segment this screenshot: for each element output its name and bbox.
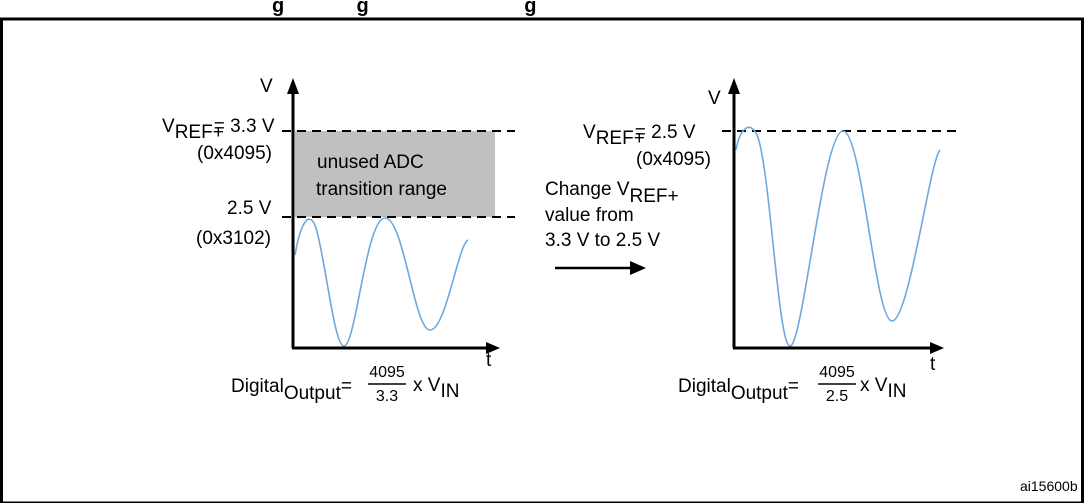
formula-denominator: 3.3	[376, 388, 398, 405]
left-chart: V t VREF+= 3.3 V (0x4095) 2.5 V (0x3102)…	[162, 76, 515, 405]
unused-range-line1: unused ADC	[317, 152, 424, 173]
left-formula: DigitalOutput= 4095 3.3 x VIN	[231, 364, 459, 405]
formula-prefix: Digital	[231, 376, 284, 397]
vref-subscript-right: REF+	[596, 128, 645, 149]
vref-subscript: REF+	[175, 122, 224, 143]
y-axis-label: V	[260, 76, 273, 97]
level-value: 2.5 V	[227, 198, 272, 219]
vref-value: = 3.3 V	[214, 116, 275, 137]
formula-equals-right: =	[788, 376, 799, 397]
note-line1-subscript: REF+	[630, 186, 679, 207]
input-waveform	[294, 217, 469, 347]
output-waveform	[735, 126, 941, 347]
x-axis-arrow	[486, 342, 500, 354]
svg-text:x VIN: x VIN	[860, 375, 906, 402]
formula-suffix-right: x V	[860, 375, 888, 396]
formula-numerator-right: 4095	[819, 364, 855, 381]
level-hex: (0x3102)	[196, 228, 271, 249]
formula-suffix-subscript-right: IN	[887, 381, 906, 402]
y-axis-arrow-right	[728, 78, 740, 94]
vref-value-right: = 2.5 V	[635, 122, 696, 143]
note-line3: 3.3 V to 2.5 V	[545, 230, 660, 251]
formula-suffix: x V	[413, 375, 441, 396]
svg-text:Change VREF+: Change VREF+	[545, 179, 679, 207]
figure-id: ai15600b	[1020, 478, 1078, 494]
formula-suffix-subscript: IN	[440, 381, 459, 402]
formula-subscript: Output	[284, 383, 342, 404]
vref-label-right: VREF+= 2.5 V	[583, 122, 696, 149]
right-formula: DigitalOutput= 4095 2.5 x VIN	[678, 364, 906, 405]
x-axis-arrow-right	[930, 342, 944, 354]
x-axis-label: t	[486, 350, 492, 371]
formula-numerator: 4095	[369, 364, 405, 381]
unused-range-line2: transition range	[316, 179, 447, 200]
y-axis-label-right: V	[708, 88, 721, 109]
vref-hex-right: (0x4095)	[636, 149, 711, 170]
formula-denominator-right: 2.5	[826, 388, 848, 405]
vref-prefix: V	[162, 116, 175, 137]
x-axis-label-right: t	[930, 354, 936, 375]
unused-range-band	[295, 131, 495, 217]
note-line2: value from	[545, 205, 634, 226]
change-note: Change VREF+ value from 3.3 V to 2.5 V	[545, 179, 679, 275]
note-line1-prefix: Change V	[545, 179, 630, 200]
figure-caption: g g g	[272, 0, 536, 17]
vref-hex: (0x4095)	[197, 143, 272, 164]
svg-text:DigitalOutput=: DigitalOutput=	[231, 376, 352, 404]
vref-label: VREF+= 3.3 V	[162, 116, 275, 143]
formula-equals: =	[341, 376, 352, 397]
vref-prefix-right: V	[583, 122, 596, 143]
svg-text:x VIN: x VIN	[413, 375, 459, 402]
change-arrow-head	[630, 261, 646, 275]
svg-text:DigitalOutput=: DigitalOutput=	[678, 376, 799, 404]
formula-subscript-right: Output	[731, 383, 789, 404]
y-axis-arrow	[287, 78, 299, 94]
figure-border	[0, 17, 1084, 503]
right-chart: V t VREF+= 2.5 V (0x4095) DigitalOutput=…	[583, 78, 960, 405]
formula-prefix-right: Digital	[678, 376, 731, 397]
